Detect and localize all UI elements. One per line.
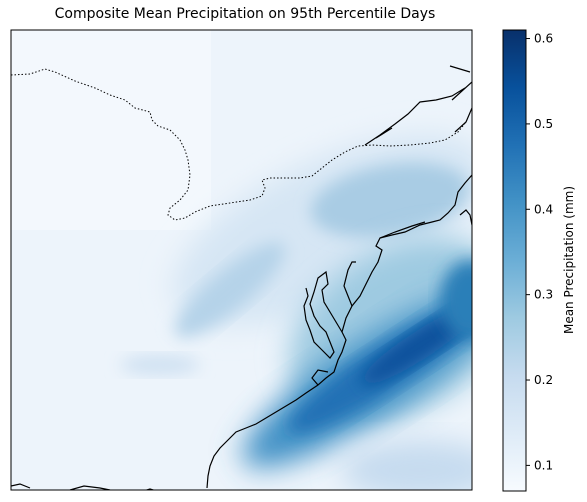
colorbar-label: Mean Precipitation (mm) [562,186,576,334]
colorbar-tick-label: 0.6 [534,32,553,46]
colorbar-tick-label: 0.3 [534,288,553,302]
colorbar-tick-label: 0.5 [534,117,553,131]
colorbar: 0.1 0.2 0.3 0.4 0.5 0.6 Mean Precipitation (m… [503,30,576,491]
colorbar-tick-label: 0.4 [534,202,553,216]
colorbar-ticks: 0.1 0.2 0.3 0.4 0.5 0.6 [526,32,553,473]
colorbar-gradient [503,30,526,491]
colorbar-tick-label: 0.1 [534,458,553,472]
map-panel [11,30,544,500]
colorbar-tick-label: 0.2 [534,373,553,387]
